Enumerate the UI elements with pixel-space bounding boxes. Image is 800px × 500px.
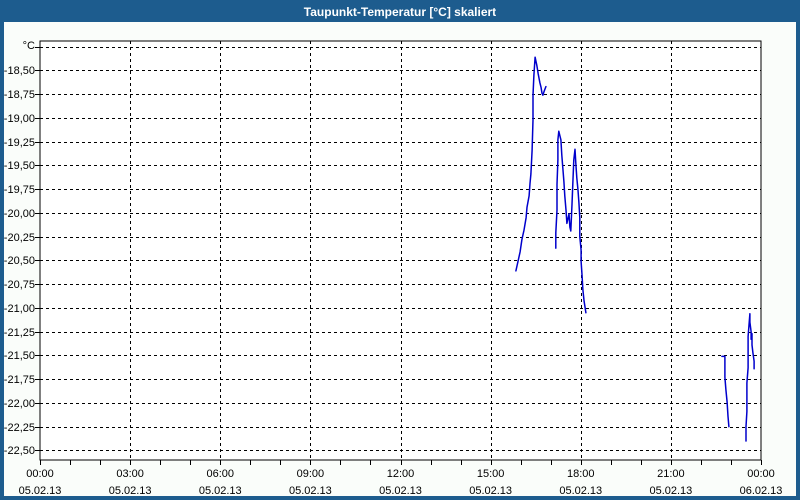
y-axis-label: -19,00: [4, 113, 35, 125]
y-unit-label: °C: [23, 40, 35, 52]
y-axis-label: -21,50: [4, 350, 35, 362]
window-title: Taupunkt-Temperatur [°C] skaliert: [303, 5, 497, 19]
x-axis-time-label: 18:00: [567, 468, 595, 480]
temperature-series-segment: [515, 56, 547, 272]
x-axis-date-label: 05.02.13: [199, 485, 242, 497]
x-axis-date-label: 05.02.13: [109, 485, 152, 497]
x-axis-date-label: 06.02.13: [740, 485, 783, 497]
title-bar[interactable]: Taupunkt-Temperatur [°C] skaliert: [4, 4, 796, 22]
x-axis-date-label: 05.02.13: [19, 485, 62, 497]
y-axis-label: -20,00: [4, 208, 35, 220]
x-axis-time-label: 15:00: [477, 468, 505, 480]
y-axis-label: -20,25: [4, 232, 35, 244]
temperature-series-segment: [721, 355, 730, 428]
x-axis-date-label: 05.02.13: [559, 485, 602, 497]
y-axis-label: -18,75: [4, 89, 35, 101]
y-axis-label: -21,25: [4, 327, 35, 339]
x-axis-time-label: 03:00: [116, 468, 144, 480]
x-axis-time-label: 12:00: [387, 468, 415, 480]
y-axis-label: -19,50: [4, 160, 35, 172]
plot-border: [39, 40, 762, 461]
temperature-series-segment: [745, 312, 755, 442]
x-axis-time-label: 09:00: [297, 468, 325, 480]
x-axis-date-label: 05.02.13: [469, 485, 512, 497]
y-axis-label: -21,75: [4, 374, 35, 386]
y-axis-label: -21,00: [4, 303, 35, 315]
x-axis-time-label: 21:00: [657, 468, 685, 480]
x-axis-time-label: 00:00: [26, 468, 54, 480]
y-axis-label: -20,50: [4, 255, 35, 267]
y-axis-label: -19,75: [4, 184, 35, 196]
temperature-series-segment: [555, 130, 587, 314]
y-axis-label: -22,00: [4, 398, 35, 410]
x-axis-time-label: 06:00: [206, 468, 234, 480]
x-axis-date-label: 05.02.13: [289, 485, 332, 497]
x-axis-date-label: 05.02.13: [649, 485, 692, 497]
y-axis-label: -19,25: [4, 137, 35, 149]
y-axis-label: -20,75: [4, 279, 35, 291]
x-axis-date-label: 05.02.13: [379, 485, 422, 497]
y-axis-label: -18,50: [4, 65, 35, 77]
x-axis-time-label: 00:00: [747, 468, 775, 480]
y-axis-label: -22,25: [4, 422, 35, 434]
y-axis-label: -22,50: [4, 445, 35, 457]
